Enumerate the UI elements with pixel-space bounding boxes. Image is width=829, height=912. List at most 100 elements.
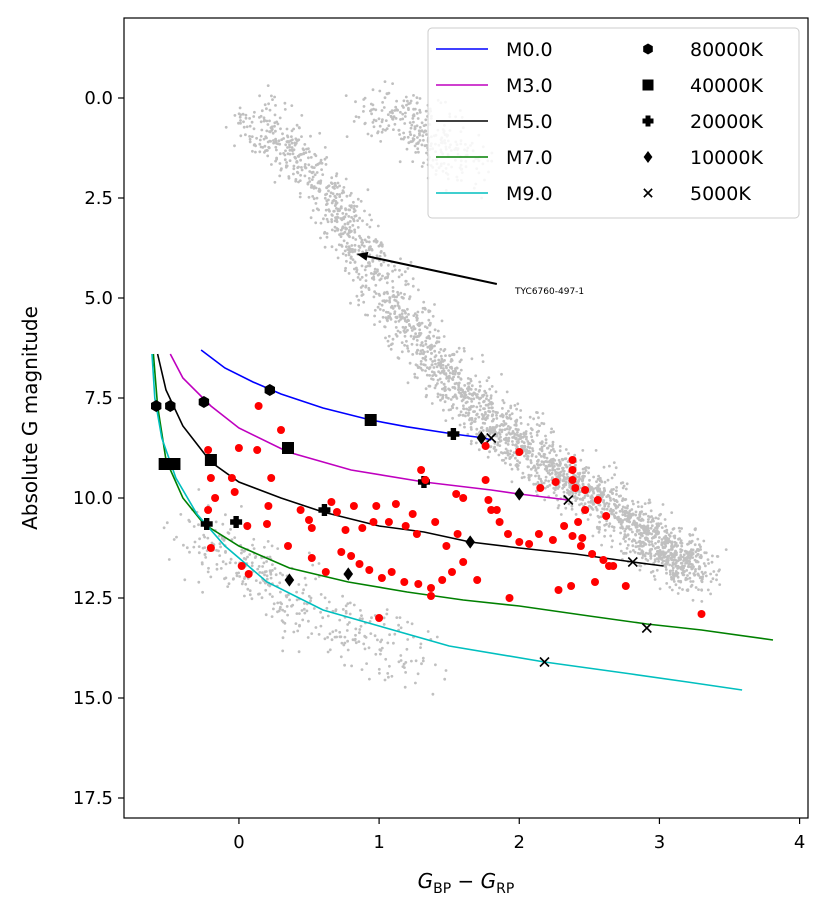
cloud-star (433, 349, 437, 353)
white-dwarf-star (240, 551, 243, 555)
target-point (495, 518, 504, 526)
white-dwarf-star (248, 553, 252, 556)
cloud-star (260, 109, 264, 113)
cloud-star (470, 400, 474, 403)
cloud-star (706, 558, 710, 561)
cloud-star (514, 424, 518, 427)
cloud-star (706, 588, 710, 592)
cloud-star (687, 553, 690, 557)
cloud-star (543, 467, 547, 471)
cloud-star (674, 564, 678, 568)
target-point (307, 524, 316, 532)
cloud-star (613, 473, 616, 477)
white-dwarf-star (272, 607, 275, 611)
cloud-star (599, 493, 603, 497)
cloud-star (623, 533, 627, 536)
cloud-star (547, 479, 550, 483)
cloud-star (544, 434, 547, 438)
giant-star (399, 137, 403, 141)
white-dwarf-star (328, 648, 332, 652)
white-dwarf-star (309, 596, 313, 600)
white-dwarf-star (328, 632, 332, 636)
white-dwarf-star (404, 671, 407, 674)
giant-star (406, 99, 409, 103)
cloud-star (621, 505, 625, 509)
cloud-star (304, 151, 308, 155)
cloud-star (574, 499, 578, 502)
giant-star (386, 113, 390, 116)
cloud-star (368, 247, 372, 251)
white-dwarf-star (200, 562, 204, 566)
cloud-star (537, 416, 540, 420)
cloud-star (612, 525, 616, 529)
cloud-star (681, 564, 684, 568)
cloud-star (698, 576, 702, 580)
cloud-star (465, 407, 468, 411)
cloud-star (468, 406, 471, 409)
cloud-star (586, 518, 590, 521)
cloud-star (496, 441, 500, 445)
cloud-star (718, 568, 721, 572)
cloud-star (353, 204, 356, 208)
cloud-star (607, 502, 611, 506)
cloud-star (445, 366, 448, 370)
marker-40000K (168, 458, 181, 470)
y-tick-label: 10.0 (73, 488, 113, 509)
cloud-star (481, 360, 485, 363)
target-point (421, 476, 430, 484)
cloud-star (440, 357, 444, 361)
cloud-star (613, 515, 616, 518)
cloud-star (361, 293, 365, 296)
cloud-star (655, 529, 659, 532)
cloud-star (272, 139, 275, 142)
cloud-star (417, 334, 420, 338)
cloud-star (430, 370, 434, 374)
cloud-star (550, 471, 554, 475)
white-dwarf-star (421, 659, 425, 663)
cloud-star (500, 458, 504, 462)
cloud-star (657, 560, 660, 563)
background-star-cloud (162, 80, 728, 696)
white-dwarf-star (317, 562, 321, 565)
cloud-star (318, 131, 322, 135)
cloud-star (270, 125, 274, 129)
cloud-star (413, 375, 417, 379)
target-points (204, 402, 706, 622)
cloud-star (547, 463, 551, 467)
cloud-star (621, 510, 625, 514)
cloud-star (343, 230, 347, 234)
cloud-star (623, 529, 627, 533)
cloud-star (691, 563, 694, 566)
cloud-star (614, 466, 618, 470)
cloud-star (335, 172, 339, 176)
legend-label: M3.0 (506, 75, 553, 97)
cloud-star (699, 548, 702, 551)
cloud-star (437, 351, 441, 354)
cloud-star (711, 554, 714, 558)
cloud-star (344, 177, 348, 181)
cloud-star (310, 165, 314, 169)
white-dwarf-star (203, 535, 207, 539)
white-dwarf-star (348, 601, 352, 605)
cloud-star (487, 399, 491, 402)
cloud-star (395, 334, 399, 338)
target-point (391, 500, 400, 508)
cloud-star (415, 364, 419, 367)
cloud-star (371, 258, 375, 262)
white-dwarf-star (258, 581, 262, 585)
cloud-star (565, 477, 568, 481)
cloud-star (420, 321, 424, 325)
cloud-star (386, 319, 389, 323)
cloud-star (526, 445, 530, 449)
white-dwarf-star (261, 565, 264, 568)
cloud-star (603, 504, 607, 508)
cloud-star (638, 547, 641, 551)
cloud-star (637, 540, 641, 544)
cloud-star (715, 573, 718, 577)
x-tick-label: 4 (794, 832, 805, 853)
cloud-star (378, 308, 382, 311)
cloud-star (618, 542, 622, 546)
white-dwarf-star (307, 551, 311, 555)
target-point (568, 466, 577, 474)
cloud-star (330, 182, 334, 186)
